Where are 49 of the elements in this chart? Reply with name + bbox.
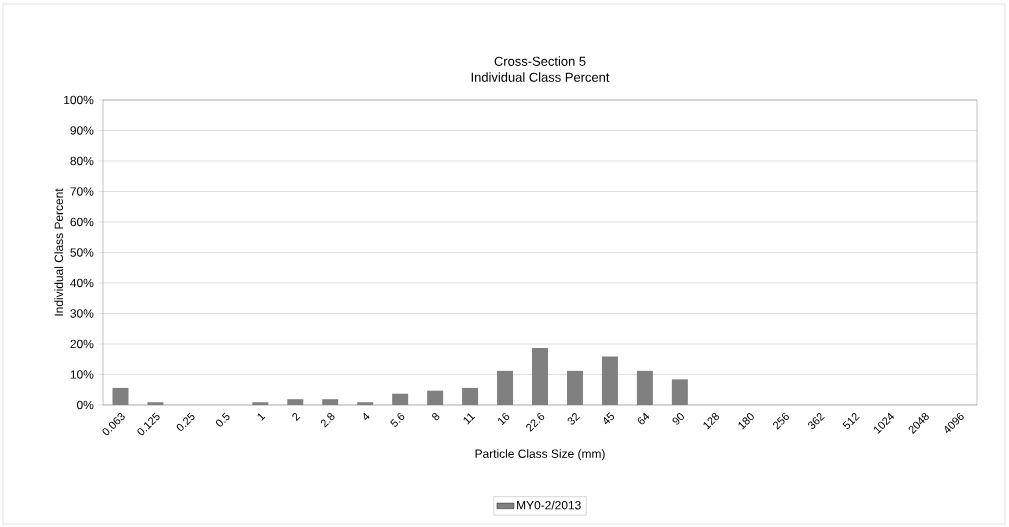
bar: [636, 370, 653, 405]
bar: [566, 370, 583, 405]
y-tick-label: 20%: [70, 339, 94, 349]
x-tick-label: 8: [432, 412, 440, 421]
x-tick-label: 512: [842, 412, 860, 429]
bar: [462, 387, 479, 405]
x-tick-label: 64: [637, 412, 650, 425]
x-tick-label: 90: [672, 413, 684, 425]
bar: [532, 347, 549, 405]
bar: [497, 370, 514, 405]
y-tick-label: 40%: [70, 278, 94, 288]
x-tick-label: 2.8: [320, 412, 335, 428]
bar: [112, 387, 129, 405]
x-tick-label: 11: [463, 413, 476, 425]
bar: [601, 356, 618, 405]
y-tick-label: 30%: [70, 309, 94, 318]
x-tick-label: 32: [567, 412, 580, 425]
y-tick-label: 90%: [70, 126, 94, 135]
x-tick-label: 128: [703, 412, 720, 430]
bar: [357, 402, 374, 405]
y-tick-label: 50%: [70, 248, 94, 257]
x-tick-label: 4: [363, 412, 370, 420]
bar: [392, 393, 409, 405]
y-tick-label: 0%: [77, 400, 94, 410]
x-tick-label: 0.5: [215, 412, 230, 427]
chart-subtitle: Individual Class Percent: [471, 72, 610, 82]
x-tick-label: 256: [773, 412, 789, 430]
bar: [252, 402, 269, 405]
bar: [287, 399, 304, 405]
legend-label: MY0-2/2013: [517, 500, 581, 510]
y-tick-label: 10%: [70, 370, 94, 379]
x-tick-label: 180: [738, 413, 754, 430]
bar: [671, 379, 688, 405]
x-axis-title: Particle Class Size (mm): [475, 449, 605, 461]
y-axis-title: Individual Class Percent: [54, 188, 64, 316]
y-tick-label: 70%: [70, 187, 94, 196]
x-tick-label: 16: [498, 412, 510, 426]
chart-title: Cross-Section 5: [494, 56, 586, 66]
x-tick-label: 1: [257, 413, 266, 421]
x-tick-label: 362: [808, 412, 825, 429]
y-tick-label: 100%: [64, 95, 94, 105]
bar: [427, 390, 444, 405]
y-tick-label: 60%: [70, 217, 94, 227]
x-tick-label: 45: [603, 412, 615, 425]
x-tick-label: 2: [292, 412, 301, 422]
x-tick-label: 5.6: [390, 412, 405, 427]
bar: [322, 399, 339, 405]
y-tick-label: 80%: [70, 156, 94, 166]
bar: [147, 402, 164, 405]
